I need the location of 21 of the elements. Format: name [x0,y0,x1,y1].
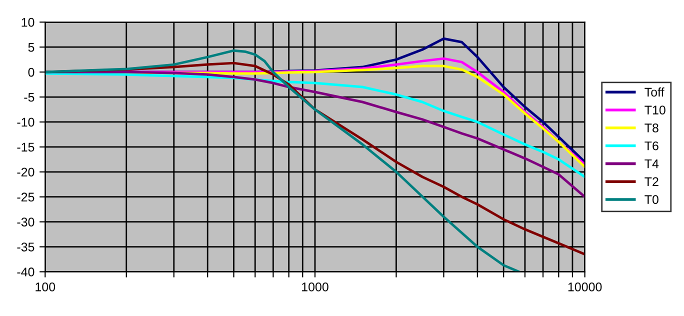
y-tick-label: -40 [17,268,34,276]
legend-label: T8 [644,124,658,132]
y-tick-label: -25 [17,192,34,202]
y-tick-label: 10 [22,18,34,27]
y-tick-label: 5 [28,43,34,52]
y-tick-label: -35 [17,242,34,252]
legend-label: T10 [644,106,666,114]
legend-label: T6 [644,141,658,150]
y-tick-label: -10 [17,118,34,127]
legend-label: T0 [644,195,658,204]
y-tick-label: -15 [17,142,34,152]
y-tick-label: -5 [24,92,34,102]
y-tick-label: -30 [17,218,34,226]
legend-label: T2 [644,177,658,186]
x-tick-label: 10000 [568,282,602,292]
legend-label: Toff [644,87,664,97]
y-tick-label: -20 [17,168,34,177]
legend-label: T4 [644,159,659,168]
y-tick-label: 0 [28,68,34,77]
x-tick-label: 100 [36,282,56,292]
x-tick-label: 1000 [302,282,328,292]
